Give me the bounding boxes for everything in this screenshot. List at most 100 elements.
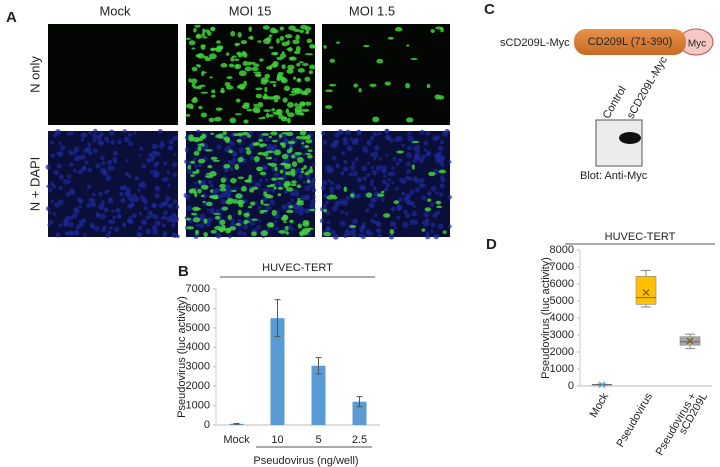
infected-cell <box>237 32 242 38</box>
nucleus <box>127 219 131 223</box>
infected-cell <box>309 44 316 48</box>
infected-cell <box>277 177 284 180</box>
nucleus <box>230 218 235 223</box>
nucleus <box>196 129 201 134</box>
nucleus <box>311 187 317 193</box>
infected-cell <box>284 164 291 170</box>
infected-cell <box>265 66 272 70</box>
infected-cell <box>212 159 221 162</box>
infected-cell <box>193 150 200 156</box>
infected-cell <box>285 48 294 51</box>
infected-cell <box>245 147 251 150</box>
nucleus <box>243 136 247 140</box>
nucleus <box>258 178 263 183</box>
nucleus <box>129 197 135 203</box>
infected-cell <box>192 136 200 143</box>
nucleus <box>309 181 315 188</box>
infected-cell <box>442 230 447 234</box>
nucleus <box>348 172 354 177</box>
infected-cell <box>185 217 191 221</box>
nucleus <box>374 145 380 151</box>
infected-cell <box>197 143 203 146</box>
infected-cell <box>188 40 196 46</box>
infected-cell <box>234 63 242 70</box>
box <box>635 276 657 305</box>
nucleus <box>75 224 81 230</box>
nucleus <box>390 206 396 211</box>
nucleus <box>138 212 142 216</box>
nucleus <box>81 165 87 170</box>
nucleus <box>340 171 345 176</box>
nucleus <box>369 182 374 186</box>
nucleus <box>368 202 375 209</box>
nucleus <box>140 196 147 202</box>
nucleus <box>167 203 174 209</box>
nucleus <box>105 175 112 182</box>
infected-cell <box>290 183 297 187</box>
infected-cell <box>191 47 196 50</box>
panel-letter: D <box>486 236 497 253</box>
nucleus <box>412 204 417 208</box>
nucleus <box>122 129 127 134</box>
y-tick-label: 0 <box>568 380 574 392</box>
infected-cell <box>279 169 284 174</box>
infected-cell <box>251 231 257 237</box>
panel-letter: B <box>178 263 189 280</box>
infected-cell <box>301 108 310 112</box>
nucleus <box>374 132 378 137</box>
infected-cell <box>232 199 238 204</box>
nucleus <box>172 162 178 168</box>
nucleus <box>407 135 413 141</box>
infected-cell <box>237 209 242 216</box>
infected-cell <box>236 51 242 56</box>
nucleus <box>113 160 117 164</box>
infected-cell <box>210 189 214 193</box>
infected-cell <box>285 171 293 176</box>
nucleus <box>369 135 375 141</box>
infected-cell <box>200 112 208 118</box>
infected-cell <box>236 85 241 89</box>
nucleus <box>440 177 446 183</box>
infected-cell <box>249 35 254 41</box>
nucleus <box>404 195 410 201</box>
infected-cell <box>266 112 270 119</box>
nucleus <box>325 226 331 232</box>
nucleus <box>394 136 400 142</box>
infected-cell <box>353 83 359 88</box>
infected-cell <box>299 130 307 136</box>
infected-cell <box>271 177 278 181</box>
nucleus <box>92 138 97 143</box>
infected-cell <box>185 113 191 117</box>
infected-cell <box>209 76 213 79</box>
nucleus <box>170 223 176 228</box>
nucleus <box>169 215 173 219</box>
nucleus <box>50 140 55 145</box>
nucleus <box>265 205 272 211</box>
nucleus <box>184 159 189 164</box>
infected-cell <box>197 188 202 194</box>
nucleus <box>125 187 131 193</box>
nucleus <box>426 150 431 156</box>
nucleus <box>65 231 70 236</box>
infected-cell <box>306 179 311 184</box>
nucleus <box>162 201 167 206</box>
nucleus <box>343 233 348 238</box>
nucleus <box>115 207 121 214</box>
infected-cell <box>273 51 279 56</box>
nucleus <box>134 176 139 181</box>
infected-cell <box>305 139 313 144</box>
infected-cell <box>283 85 291 91</box>
x-tick-label: Mock <box>588 391 612 420</box>
nucleus <box>91 192 96 197</box>
nucleus <box>274 220 278 224</box>
infected-cell <box>276 38 280 44</box>
infected-cell <box>269 222 274 227</box>
infected-cell <box>186 226 195 230</box>
infected-cell <box>255 87 263 91</box>
infected-cell <box>281 64 286 70</box>
nucleus <box>305 208 311 214</box>
infected-cell <box>305 31 310 35</box>
row-label: N only <box>27 56 42 93</box>
nucleus <box>381 165 387 171</box>
infected-cell <box>283 221 287 224</box>
